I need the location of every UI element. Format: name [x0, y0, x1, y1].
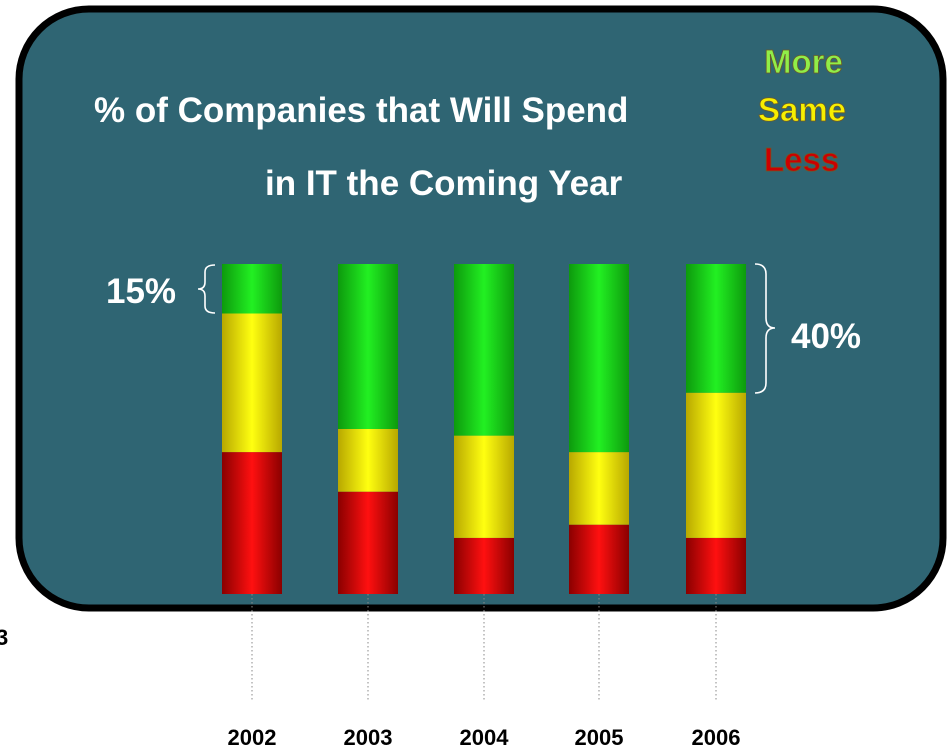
x-tick-label-2004: 2004: [460, 725, 510, 750]
annotation-15-percent: 15%: [106, 272, 176, 311]
bar-segment-same-2003: [338, 429, 398, 492]
x-tick-label-2003: 2003: [344, 725, 393, 750]
legend-label-less: Less: [764, 141, 839, 178]
x-tick-label-2002: 2002: [228, 725, 277, 750]
bar-segment-less-2004: [454, 538, 514, 594]
bar-segment-same-2006: [686, 393, 746, 538]
bar-segment-same-2005: [569, 452, 629, 525]
chart-title-line1: % of Companies that Will Spend: [94, 91, 628, 130]
bar-segment-more-2003: [338, 264, 398, 429]
bar-segment-more-2006: [686, 264, 746, 393]
bar-segment-same-2002: [222, 314, 282, 453]
bar-segment-more-2004: [454, 264, 514, 436]
annotation-40-percent: 40%: [791, 317, 861, 356]
bar-segment-less-2005: [569, 525, 629, 594]
bar-segment-less-2003: [338, 492, 398, 594]
chart-title-line2: in IT the Coming Year: [265, 164, 623, 203]
legend-label-same: Same: [758, 91, 846, 128]
x-axis-tick-labels: 2002 2003 2004 2005 2006: [228, 725, 741, 750]
bar-segment-more-2002: [222, 264, 282, 314]
bar-segment-more-2005: [569, 264, 629, 452]
x-tick-label-2006: 2006: [692, 725, 741, 750]
x-tick-label-2005: 2005: [575, 725, 624, 750]
bar-segment-same-2004: [454, 436, 514, 538]
left-margin-text: 3: [0, 625, 8, 650]
bar-segment-less-2002: [222, 452, 282, 594]
legend-label-more: More: [764, 43, 843, 80]
bar-segment-less-2006: [686, 538, 746, 594]
